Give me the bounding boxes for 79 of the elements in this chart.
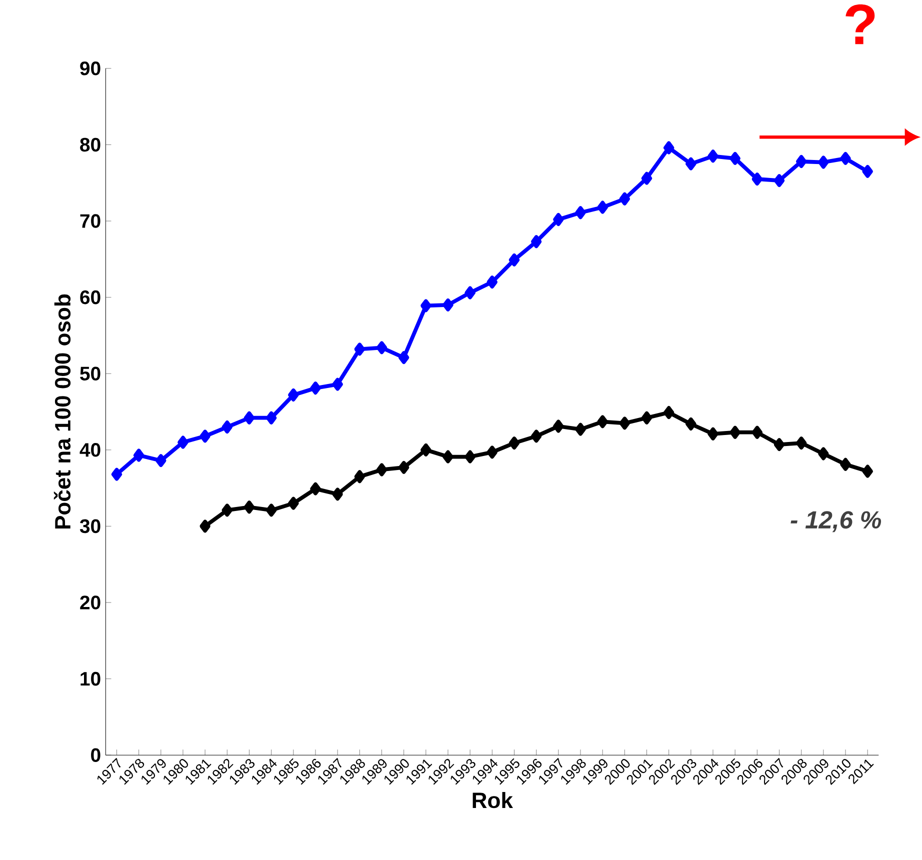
point: [708, 150, 718, 163]
point: [486, 446, 498, 459]
y-tick-label: 20: [80, 596, 100, 610]
y-tick-label: 80: [80, 138, 100, 152]
point: [288, 388, 299, 402]
point: [354, 342, 365, 356]
point: [200, 430, 210, 443]
point: [862, 464, 873, 478]
point: [442, 298, 454, 312]
point: [730, 426, 740, 439]
point: [752, 172, 763, 186]
text: ?: [846, 4, 875, 44]
point: [464, 286, 476, 300]
point: [376, 341, 388, 354]
point: [774, 438, 785, 451]
point: [796, 436, 807, 450]
point: [332, 378, 343, 391]
point: [752, 426, 763, 439]
point: [508, 253, 520, 266]
point: [530, 430, 542, 443]
point: [420, 299, 432, 312]
point: [200, 520, 210, 533]
point: [508, 436, 520, 450]
point: [619, 192, 630, 206]
point: [420, 443, 432, 456]
point: [818, 447, 829, 460]
point: [796, 154, 807, 168]
x-axis-title: Rok: [472, 792, 513, 808]
point: [730, 152, 740, 165]
point: [686, 157, 696, 170]
point: [597, 200, 608, 214]
point: [553, 212, 564, 226]
point: [376, 463, 388, 476]
point: [266, 411, 277, 424]
point: [818, 156, 829, 169]
y-tick-label: 70: [80, 214, 100, 228]
point: [222, 420, 232, 434]
y-tick-label: 90: [80, 61, 100, 76]
point: [663, 141, 674, 154]
point: [641, 172, 652, 185]
point: [774, 174, 785, 187]
point: [156, 454, 166, 467]
point: [398, 351, 410, 364]
point: [486, 275, 498, 288]
point: [244, 500, 255, 514]
point: [332, 488, 343, 501]
y-tick-label: 40: [80, 442, 100, 457]
point: [464, 450, 476, 464]
point: [244, 411, 255, 424]
y-tick-label: 50: [80, 366, 100, 380]
point: [663, 406, 674, 419]
point: [111, 468, 122, 481]
point: [641, 411, 652, 424]
point: [575, 206, 586, 220]
point: [442, 450, 454, 464]
point: [575, 422, 586, 436]
y-tick-label: 10: [80, 672, 100, 686]
point: [310, 482, 321, 496]
y-tick-label: 30: [80, 519, 100, 534]
point: [597, 415, 608, 428]
point: [310, 382, 321, 395]
point: [178, 436, 188, 449]
annotation: - 12,6 %: [790, 511, 882, 532]
point: [288, 496, 299, 510]
point: [840, 152, 851, 165]
point: [354, 470, 365, 484]
point: [686, 417, 696, 430]
point: [530, 235, 542, 248]
y-axis-title: Počet na 100 000 osob: [54, 294, 71, 528]
point: [553, 420, 564, 433]
point: [840, 458, 851, 471]
point: [619, 416, 630, 430]
point: [133, 448, 144, 462]
point: [222, 504, 232, 517]
point: [708, 427, 718, 440]
point: [398, 460, 410, 474]
y-tick-label: 60: [80, 290, 100, 304]
point: [266, 504, 277, 517]
point: [862, 164, 873, 178]
